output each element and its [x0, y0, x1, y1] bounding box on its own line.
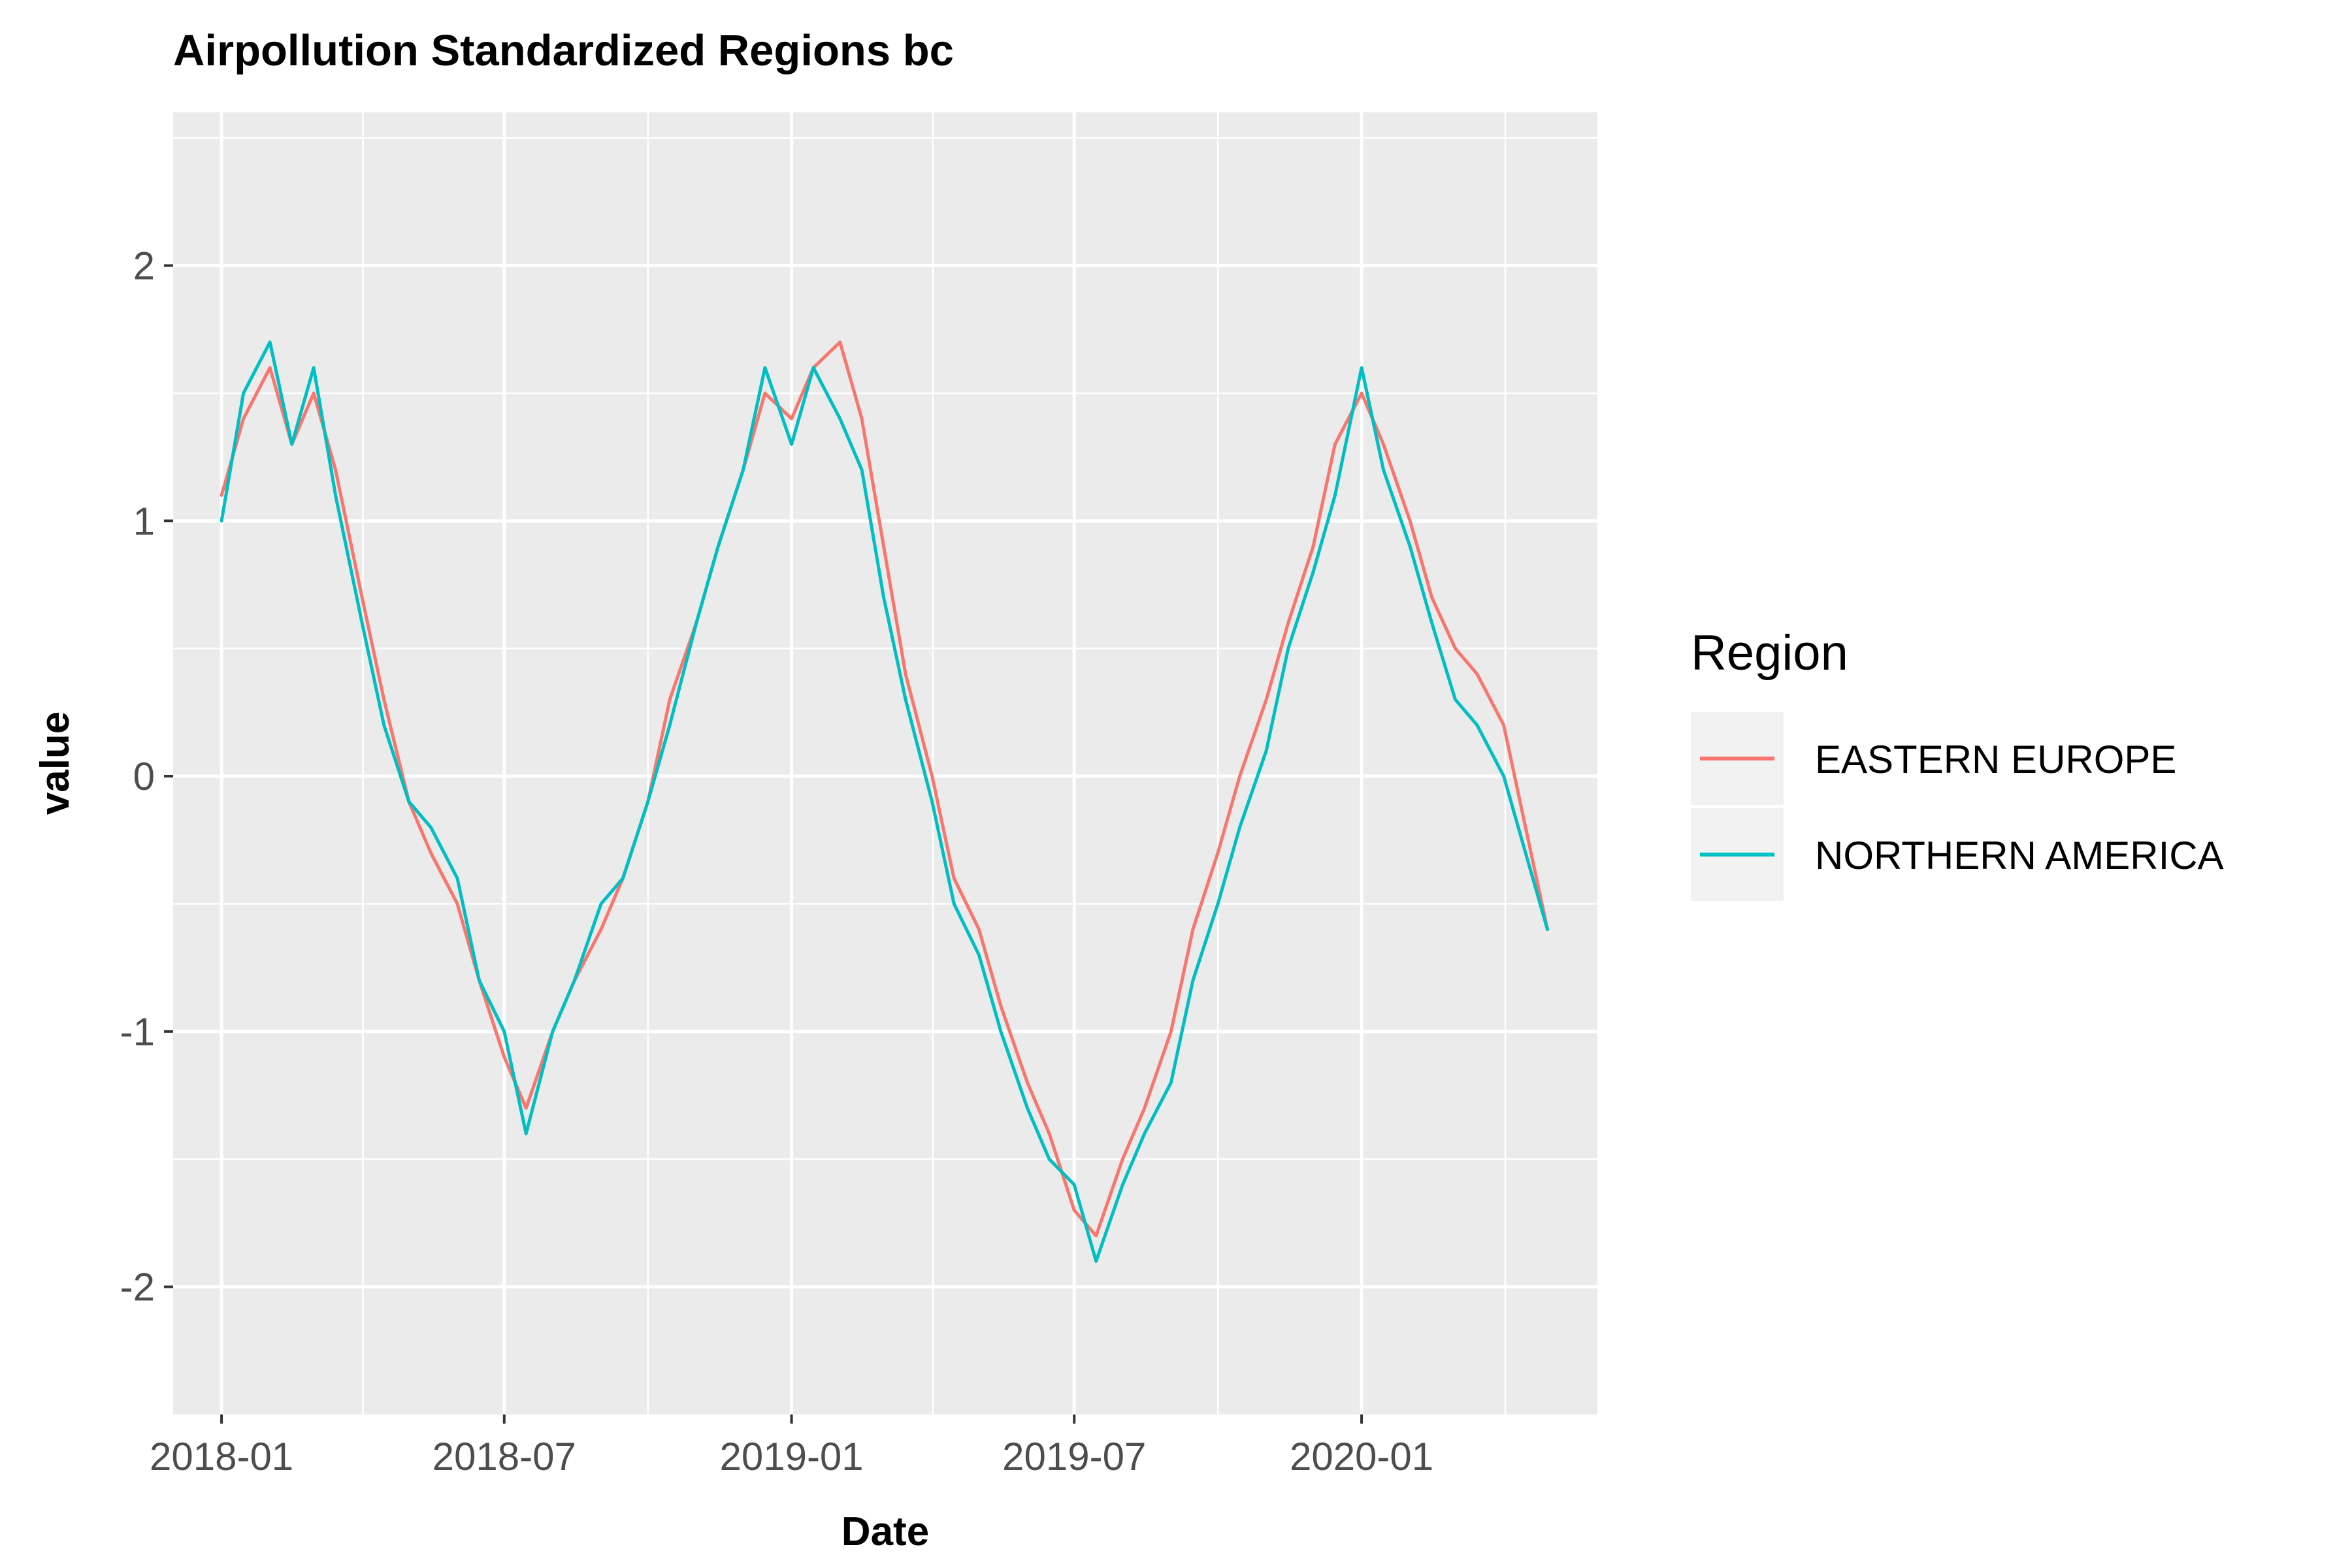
- legend-item-northern-america: NORTHERN AMERICA: [1691, 808, 2224, 901]
- y-tick-label: 0: [133, 755, 155, 798]
- grid-major: [173, 112, 1597, 1414]
- series-line-northern-america: [220, 340, 1549, 1263]
- y-axis: -2 -1 0 1 2: [120, 244, 173, 1309]
- x-tick-label: 2019-07: [1002, 1435, 1146, 1478]
- x-tick-label: 2020-01: [1290, 1435, 1433, 1478]
- y-tick-label: 2: [133, 244, 155, 287]
- legend-title: Region: [1691, 625, 1848, 681]
- x-tick-label: 2019-01: [719, 1435, 863, 1478]
- legend-item-eastern-europe: EASTERN EUROPE: [1691, 712, 2176, 805]
- legend-label-eastern-europe: EASTERN EUROPE: [1815, 738, 2176, 781]
- y-tick-label: -2: [120, 1266, 155, 1309]
- x-tick-label: 2018-07: [433, 1435, 576, 1478]
- series-line-eastern-europe: [220, 340, 1549, 1237]
- x-axis-title: Date: [841, 1509, 929, 1554]
- legend: Region EASTERN EUROPE NORTHERN AMERICA: [1691, 625, 2224, 901]
- series-layer: [220, 340, 1549, 1263]
- x-tick-label: 2018-01: [150, 1435, 293, 1478]
- y-tick-label: -1: [120, 1010, 155, 1054]
- y-tick-label: 1: [133, 499, 155, 543]
- plot-background: [173, 112, 1597, 1414]
- chart-title: Airpollution Standardized Regions bc: [173, 26, 954, 75]
- y-axis-title: value: [33, 711, 78, 815]
- x-axis: 2018-01 2018-07 2019-01 2019-07 2020-01: [150, 1414, 1433, 1478]
- legend-label-northern-america: NORTHERN AMERICA: [1815, 834, 2224, 877]
